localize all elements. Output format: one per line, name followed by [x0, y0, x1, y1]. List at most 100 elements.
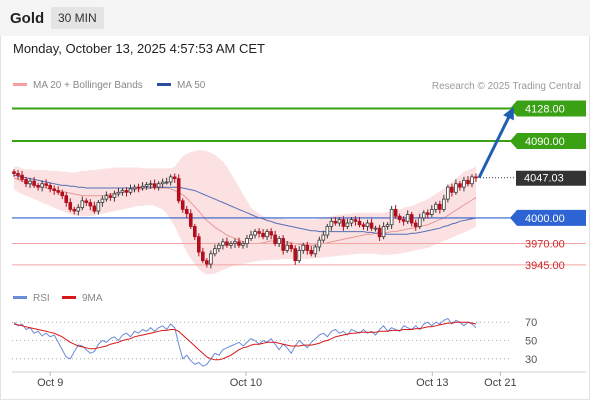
candle-body	[369, 222, 374, 229]
candle-body	[265, 231, 269, 238]
candle-body	[305, 244, 310, 251]
candle-body	[365, 222, 370, 227]
candle-body	[40, 183, 44, 188]
legend-9ma-label: 9MA	[82, 293, 103, 304]
candle-body	[421, 212, 426, 219]
legend-9ma-swatch	[62, 295, 76, 299]
candle-body	[16, 173, 20, 176]
level-label-pivot: 4000.00	[525, 213, 565, 225]
candle-body	[156, 183, 161, 188]
candle-body	[313, 246, 318, 255]
candle-body	[417, 217, 422, 227]
header-bar: Gold 30 MIN	[0, 0, 590, 36]
candle-body	[48, 185, 52, 190]
rsi-line	[13, 317, 477, 367]
candle-body	[237, 241, 241, 246]
rsi-tick-label: 30	[525, 354, 537, 366]
candle-body	[217, 244, 221, 250]
candle-body	[144, 184, 149, 187]
level-label-bg-pivot	[510, 209, 586, 226]
candle-body	[28, 180, 32, 185]
candle-body	[148, 183, 153, 186]
candle-body	[325, 226, 330, 236]
candle-body	[241, 243, 245, 246]
datetime-label: Monday, October 13, 2025 4:57:53 AM CET	[13, 41, 265, 56]
candle-body	[68, 202, 73, 210]
candle-body	[233, 241, 237, 244]
legend-rsi-label: RSI	[33, 293, 50, 304]
candle-body	[184, 208, 189, 215]
candle-body	[285, 244, 289, 251]
x-axis-tick-label: Oct 21	[484, 377, 516, 389]
candle-body	[474, 176, 478, 179]
candle-body	[52, 188, 56, 191]
candle-body	[349, 219, 354, 224]
candle-body	[20, 174, 24, 180]
legend-ma50-swatch	[157, 82, 171, 86]
candle-body	[446, 186, 450, 200]
candle-body	[132, 186, 137, 190]
candle-body	[225, 241, 229, 246]
candle-body	[209, 253, 213, 265]
candle-body	[140, 185, 145, 189]
candle-body	[297, 249, 302, 262]
candle-body	[201, 251, 205, 262]
candle-body	[438, 203, 442, 210]
last-price-label: 4047.03	[524, 173, 564, 185]
candle-body	[253, 231, 257, 236]
candle-body	[329, 220, 334, 227]
candle-body	[269, 231, 273, 236]
level-label-target: 4128.00	[525, 104, 565, 116]
candle-body	[341, 219, 346, 227]
candle-body	[462, 179, 466, 188]
legend-rsi-swatch	[13, 295, 27, 299]
level-label-support: 3945.00	[525, 260, 565, 272]
level-label-target: 4090.00	[525, 136, 565, 148]
candle-body	[273, 234, 277, 244]
candle-body	[164, 181, 169, 184]
ma20-line	[13, 177, 477, 246]
legend-ma50-label: MA 50	[177, 80, 206, 91]
instrument-title: Gold	[10, 10, 45, 27]
candle-body	[120, 190, 125, 193]
candle-body	[108, 195, 113, 198]
candle-body	[92, 205, 97, 212]
legend-ma20-swatch	[13, 82, 27, 86]
candle-body	[413, 222, 418, 227]
legend-ma50: MA 50	[157, 80, 205, 91]
candle-body	[221, 241, 225, 246]
candle-body	[72, 208, 77, 212]
candle-body	[56, 190, 61, 193]
candle-body	[261, 232, 265, 238]
candle-body	[116, 191, 121, 195]
legend-9ma: 9MA	[62, 293, 103, 304]
candle-body	[309, 249, 314, 255]
candle-body	[100, 198, 105, 203]
candle-body	[96, 202, 101, 212]
candle-body	[405, 214, 410, 222]
candle-body	[12, 171, 16, 174]
candle-body	[381, 226, 386, 238]
candle-body	[401, 219, 406, 222]
candle-body	[64, 195, 69, 203]
candle-body	[289, 244, 294, 250]
candle-body	[257, 231, 261, 234]
candle-body	[293, 248, 298, 262]
level-label-support: 3970.00	[525, 239, 565, 251]
ma50-line	[13, 174, 477, 235]
forecast-arrow-line	[477, 109, 514, 179]
candle-body	[333, 220, 338, 224]
x-axis-tick-label: Oct 10	[230, 377, 262, 389]
candle-body	[337, 219, 342, 224]
candle-body	[389, 208, 394, 226]
candle-body	[176, 178, 181, 202]
candle-body	[172, 176, 177, 180]
candle-body	[44, 183, 48, 186]
candle-body	[60, 191, 65, 197]
timeframe-badge[interactable]: 30 MIN	[51, 7, 104, 29]
last-price-label-bg	[516, 170, 586, 186]
candle-body	[136, 186, 141, 189]
candle-body	[301, 244, 306, 251]
credit-text: Research © 2025 Trading Central	[431, 81, 581, 92]
